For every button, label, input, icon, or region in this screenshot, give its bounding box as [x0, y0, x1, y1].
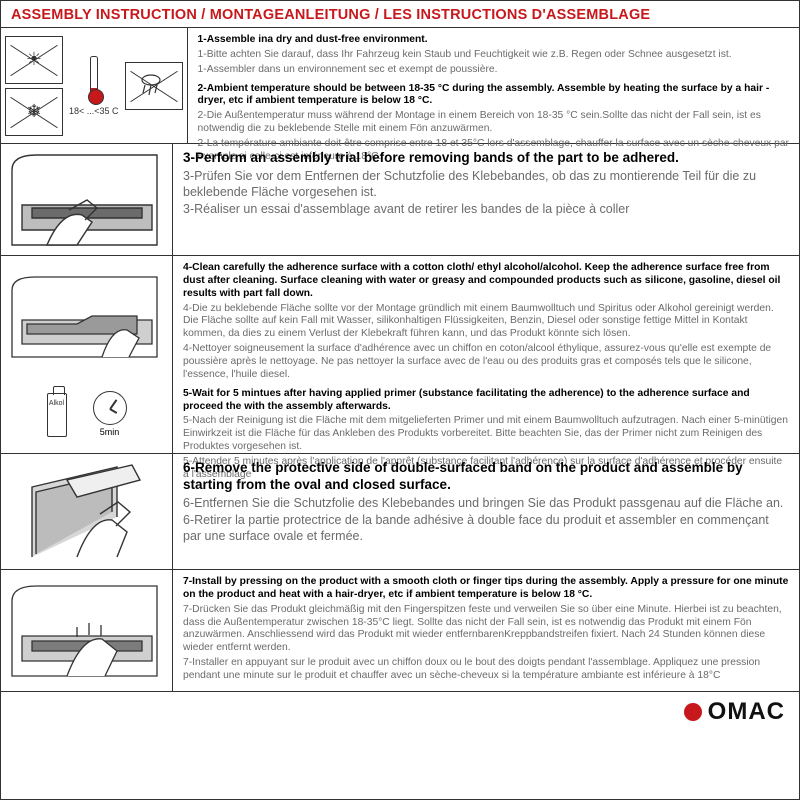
step7-en: 7-Install by pressing on the product wit…: [183, 576, 789, 602]
thermometer-icon: [90, 56, 98, 102]
bottle-label: Alkol: [49, 400, 64, 407]
step1-de: 1-Bitte achten Sie darauf, dass Ihr Fahr…: [198, 49, 789, 62]
text-step-4-5: 4-Clean carefully the adherence surface …: [173, 256, 799, 453]
row-step-7: 7-Install by pressing on the product wit…: [1, 570, 799, 692]
temp-range-label: 18< ...<35 C: [69, 106, 119, 116]
text-step-3: 3-Perform an assembly trial before remov…: [173, 144, 799, 255]
icons-step-6: [1, 454, 173, 569]
clock-icon: [93, 391, 127, 425]
snow-icon: ❄: [5, 88, 63, 136]
sun-icon: ☀: [5, 36, 63, 84]
alcohol-bottle-icon: Alkol: [47, 393, 67, 437]
row-step-6: 6-Remove the protective side of double-s…: [1, 454, 799, 570]
icons-step-4-5: Alkol 5min: [1, 256, 173, 453]
step3-de: 3-Prüfen Sie vor dem Entfernen der Schut…: [183, 169, 789, 200]
step7-de: 7-Drücken Sie das Produkt gleichmäßig mi…: [183, 604, 789, 655]
row-step-1-2: ☀ ❄ 18< ...<35 C 1-Assemble ina dry and …: [1, 28, 799, 144]
peel-band-icon: [22, 462, 152, 562]
header-title: ASSEMBLY INSTRUCTION / MONTAGEANLEITUNG …: [11, 7, 789, 23]
instruction-sheet: ASSEMBLY INSTRUCTION / MONTAGEANLEITUNG …: [0, 0, 800, 800]
step4-en: 4-Clean carefully the adherence surface …: [183, 262, 789, 301]
header: ASSEMBLY INSTRUCTION / MONTAGEANLEITUNG …: [1, 1, 799, 28]
step3-en: 3-Perform an assembly trial before remov…: [183, 150, 789, 167]
step3-fr: 3-Réaliser un essai d'assemblage avant d…: [183, 202, 789, 218]
text-step-7: 7-Install by pressing on the product wit…: [173, 570, 799, 691]
clock-label: 5min: [93, 427, 127, 437]
text-step-1-2: 1-Assemble ina dry and dust-free environ…: [188, 28, 799, 143]
press-install-icon: [7, 581, 167, 681]
step7-fr: 7-Installer en appuyant sur le produit a…: [183, 657, 789, 683]
step5-en: 5-Wait for 5 mintues after having applie…: [183, 388, 789, 414]
step6-de: 6-Entfernen Sie die Schutzfolie des Kleb…: [183, 496, 789, 512]
rain-icon: [125, 62, 183, 110]
trial-fit-icon: [7, 150, 167, 250]
logo-dot-icon: [684, 703, 702, 721]
icons-step-1-2: ☀ ❄ 18< ...<35 C: [1, 28, 188, 143]
row-step-3: 3-Perform an assembly trial before remov…: [1, 144, 799, 256]
text-step-6: 6-Remove the protective side of double-s…: [173, 454, 799, 569]
step1-fr: 1-Assembler dans un environnement sec et…: [198, 64, 789, 77]
step2-en: 2-Ambient temperature should be between …: [198, 83, 789, 109]
footer: OMAC: [1, 692, 799, 732]
step5-de: 5-Nach der Reinigung ist die Fläche mit …: [183, 415, 789, 454]
step2-de: 2-Die Außentemperatur muss während der M…: [198, 110, 789, 136]
logo-text: OMAC: [708, 698, 785, 726]
step6-en: 6-Remove the protective side of double-s…: [183, 460, 789, 494]
clean-sill-icon: [7, 272, 167, 362]
step4-fr: 4-Nettoyer soigneusement la surface d'ad…: [183, 343, 789, 382]
step4-de: 4-Die zu beklebende Fläche sollte vor de…: [183, 303, 789, 342]
row-step-4-5: Alkol 5min 4-Clean carefully the adheren…: [1, 256, 799, 454]
icons-step-3: [1, 144, 173, 255]
step6-fr: 6-Retirer la partie protectrice de la ba…: [183, 513, 789, 544]
icons-step-7: [1, 570, 173, 691]
step1-en: 1-Assemble ina dry and dust-free environ…: [198, 34, 789, 47]
